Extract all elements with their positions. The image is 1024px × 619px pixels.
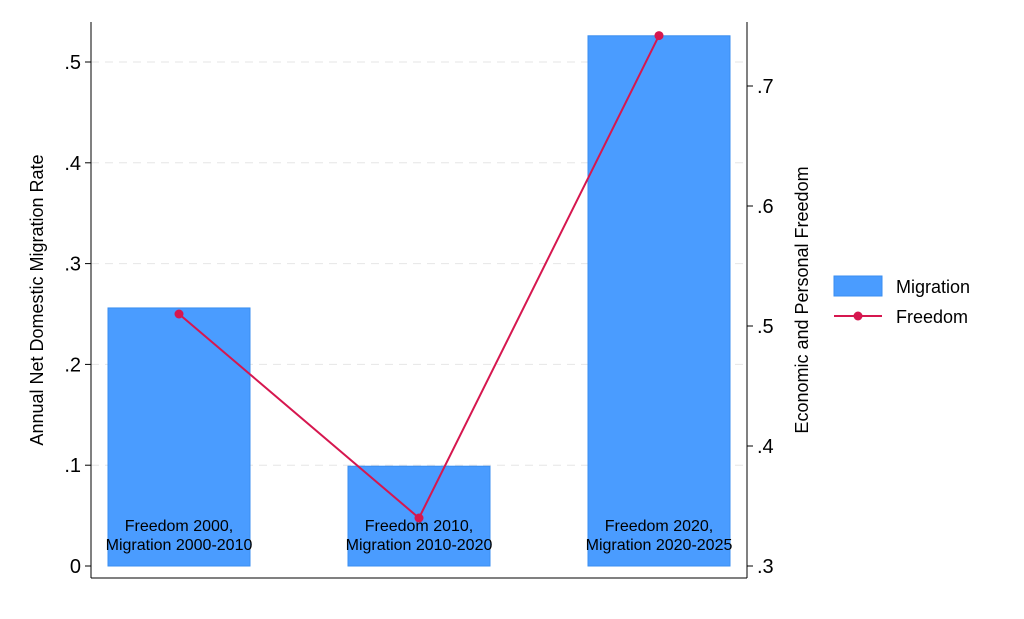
legend: Migration Freedom [833,275,970,327]
legend-label-migration: Migration [896,277,970,297]
category-label: Freedom 2000, [125,518,234,535]
freedom-line [174,31,664,523]
y-tick-label: .1 [64,455,81,477]
y2-tick-label: .6 [757,196,774,218]
freedom-line-path [178,35,660,520]
y-tick-label: 0 [70,556,81,578]
y-tick-label: .2 [64,354,81,376]
freedom-point [654,31,664,41]
category-label: Migration 2020-2025 [586,537,733,554]
category-label: Migration 2010-2020 [346,537,493,554]
category-label: Freedom 2020, [605,518,714,535]
axes: 0 .1 .2 .3 .4 .5 .3 .4 .5 .6 .7 [64,22,774,579]
category-label: Freedom 2010, [365,518,474,535]
freedom-point [174,309,184,319]
category-label: Migration 2000-2010 [106,537,253,554]
category-labels: Freedom 2000, Migration 2000-2010 Freedom … [106,518,733,554]
y-tick-label: .3 [64,254,81,276]
y2-axis-label: Economic and Personal Freedom [792,166,812,433]
bar-migration [107,307,251,567]
y-axis-label: Annual Net Domestic Migration Rate [27,154,47,445]
legend-label-freedom: Freedom [896,307,968,327]
y2-tick-label: .3 [757,556,774,578]
y2-tick-label: .4 [757,436,774,458]
y2-tick-label: .5 [757,316,774,338]
legend-marker-freedom [853,311,863,321]
legend-swatch-migration [833,275,883,297]
y-tick-label: .5 [64,52,81,74]
y-tick-label: .4 [64,153,81,175]
freedom-point [414,513,424,523]
bar-migration [587,35,731,567]
y2-tick-label: .7 [757,76,774,98]
bars [107,35,731,567]
